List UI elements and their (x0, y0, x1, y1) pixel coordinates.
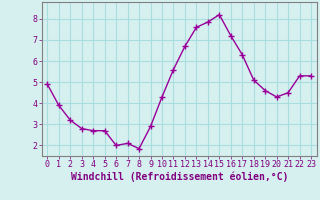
X-axis label: Windchill (Refroidissement éolien,°C): Windchill (Refroidissement éolien,°C) (70, 172, 288, 182)
